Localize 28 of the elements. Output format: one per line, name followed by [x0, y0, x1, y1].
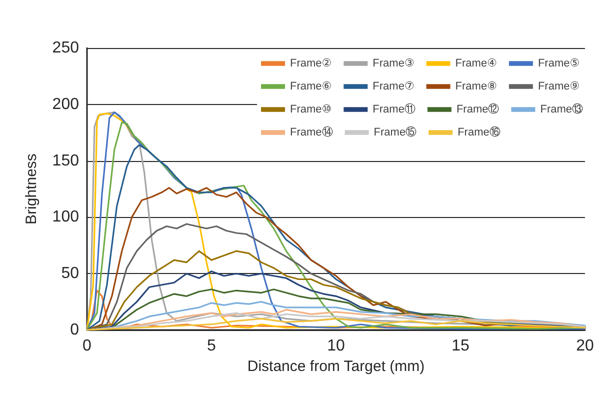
y-tick-label: 200: [52, 96, 80, 113]
x-tick-label: 5: [207, 338, 216, 354]
y-tick-label: 0: [70, 322, 80, 338]
y-tick-label: 50: [61, 265, 80, 282]
y-tick-label: 150: [52, 152, 80, 170]
legend-label: Frame⑤: [538, 58, 580, 70]
legend-label: Frame⑫: [456, 102, 500, 116]
legend-label: Frame⑥: [290, 80, 332, 92]
x-tick-label: 0: [82, 338, 92, 354]
legend-label: Frame⑦: [372, 80, 414, 92]
x-tick-label: 15: [452, 338, 470, 354]
y-tick-label: 100: [52, 208, 80, 226]
legend-label: Frame⑪: [372, 102, 416, 116]
legend-label: Frame⑬: [540, 102, 583, 116]
y-tick-label: 250: [52, 40, 80, 56]
x-tick-label: 20: [576, 338, 594, 354]
legend-label: Frame⑧: [455, 80, 498, 92]
legend-label: Frame③: [372, 58, 414, 70]
legend-label: Frame⑯: [458, 126, 500, 138]
legend-label: Frame②: [290, 58, 332, 70]
legend-label: Frame⑭: [290, 126, 333, 138]
legend-label: Frame⑨: [538, 80, 580, 92]
y-axis-title: Brightness: [23, 154, 40, 224]
legend-label: Frame⑮: [374, 126, 417, 138]
legend-label: Frame⑩: [290, 104, 332, 116]
legend-label: Frame④: [455, 58, 498, 70]
x-tick-label: 10: [327, 338, 345, 354]
x-axis-title: Distance from Target (mm): [247, 358, 425, 375]
